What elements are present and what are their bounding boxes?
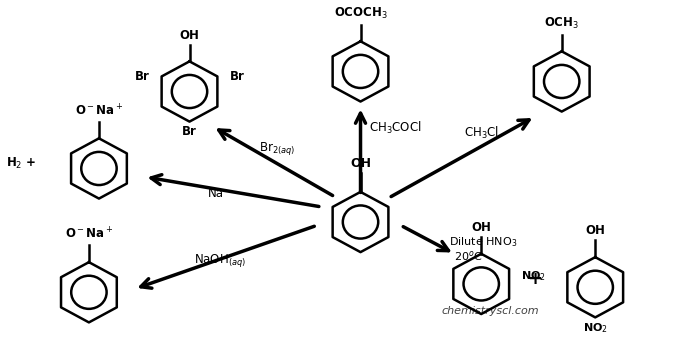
Text: Br: Br	[182, 125, 197, 138]
Text: 20$^o$C: 20$^o$C	[454, 249, 483, 263]
Text: chemistryscl.com: chemistryscl.com	[441, 306, 538, 316]
Text: O$^-$Na$^+$: O$^-$Na$^+$	[65, 227, 113, 242]
Text: OH: OH	[350, 157, 371, 170]
Text: CH$_3$Cl: CH$_3$Cl	[465, 125, 500, 141]
Text: NO$_2$: NO$_2$	[522, 270, 547, 283]
Text: OH: OH	[585, 224, 606, 237]
Text: Na: Na	[209, 187, 224, 200]
Text: Br: Br	[230, 70, 244, 83]
Text: OCOCH$_3$: OCOCH$_3$	[334, 6, 387, 21]
Text: H$_2$ +: H$_2$ +	[6, 156, 36, 171]
Text: OH: OH	[471, 221, 491, 234]
Text: Br: Br	[134, 70, 149, 83]
Text: Br$_{2(aq)}$: Br$_{2(aq)}$	[258, 140, 295, 157]
Text: OH: OH	[180, 29, 200, 42]
Text: NO$_2$: NO$_2$	[582, 321, 608, 335]
Text: Dilute HNO$_3$: Dilute HNO$_3$	[449, 235, 517, 249]
Text: NaOH$_{(aq)}$: NaOH$_{(aq)}$	[194, 252, 246, 269]
Text: +: +	[527, 270, 542, 288]
Text: O$^-$Na$^+$: O$^-$Na$^+$	[75, 103, 123, 118]
Text: CH$_3$COCl: CH$_3$COCl	[369, 120, 422, 136]
Text: OCH$_3$: OCH$_3$	[544, 16, 580, 31]
